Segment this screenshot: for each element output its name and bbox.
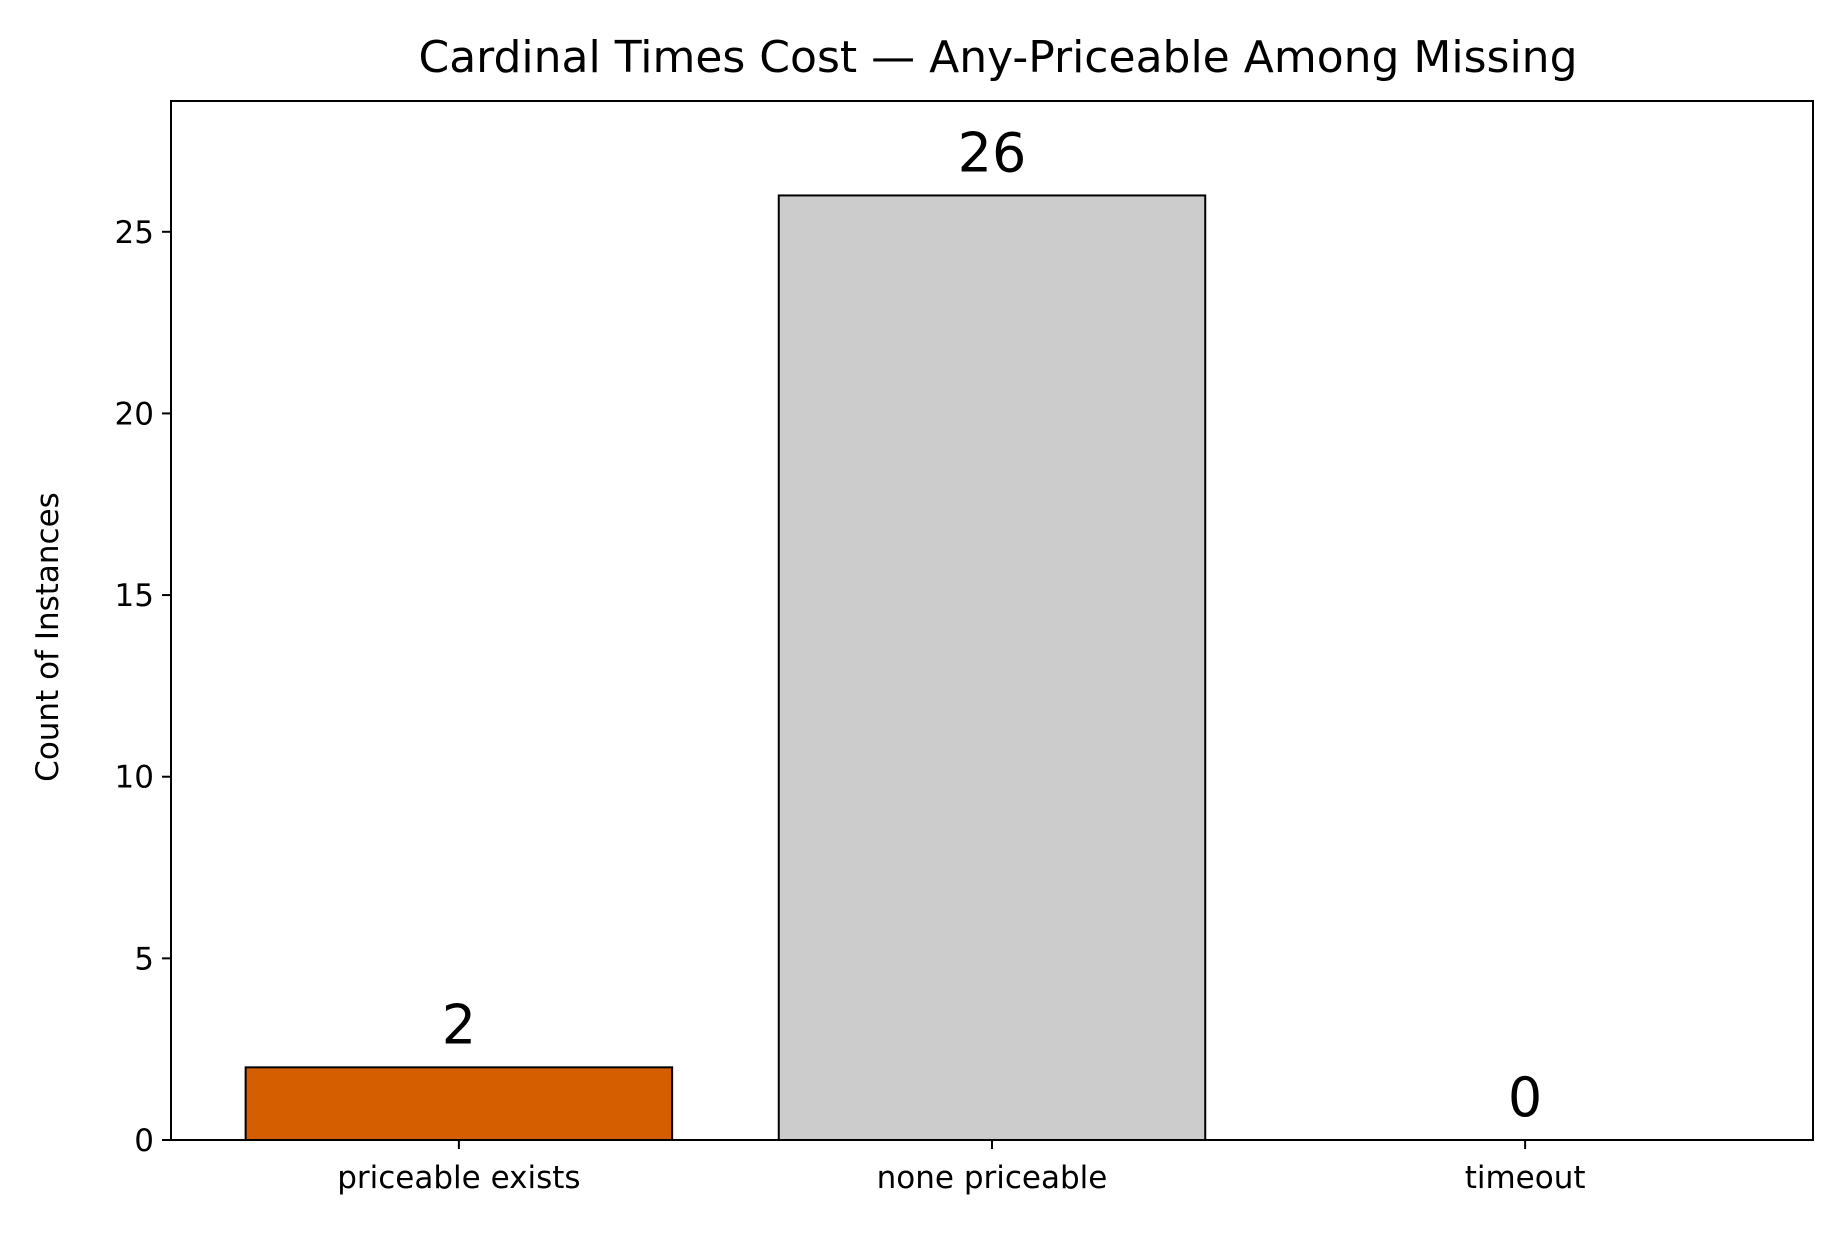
chart-title: Cardinal Times Cost — Any-Priceable Amon… [419,32,1578,83]
data-label-timeout: 0 [1508,1066,1542,1129]
bar-none-priceable [777,194,1207,1142]
data-label-none-priceable: 26 [958,121,1027,184]
y-axis-label: Count of Instances [30,492,66,782]
y-tick-label: 0 [134,1123,154,1159]
x-axis: priceable exists none priceable timeout [337,1140,1586,1196]
bar-priceable-exists [244,1066,674,1141]
y-tick-label: 15 [115,578,154,614]
x-tick-label-none-priceable: none priceable [877,1160,1108,1196]
y-tick-label: 10 [115,760,154,796]
y-tick-label: 5 [134,941,154,977]
x-tick-label-priceable-exists: priceable exists [337,1160,580,1196]
y-tick-label: 25 [115,215,154,251]
data-labels: 2 26 0 [442,121,1543,1129]
y-tick-label: 20 [115,396,154,432]
x-tick-label-timeout: timeout [1465,1160,1586,1196]
plot-frame [170,100,1814,1141]
bars-layer [244,194,1207,1142]
data-label-priceable-exists: 2 [442,993,476,1056]
y-axis: 0 5 10 15 20 25 [115,215,171,1159]
